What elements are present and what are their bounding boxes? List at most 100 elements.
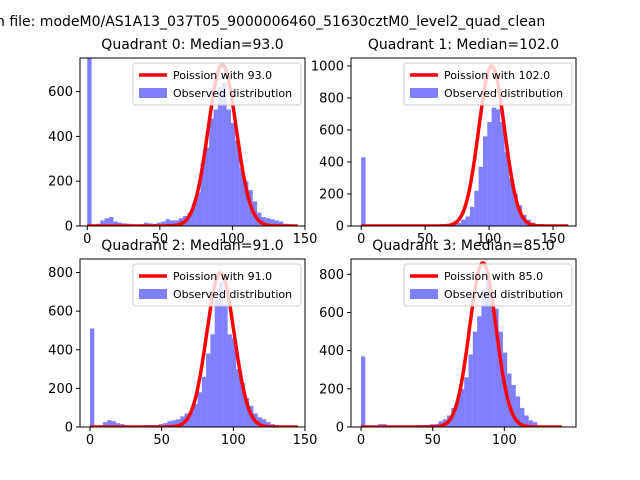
histogram-bar: [278, 221, 284, 226]
histogram-bar: [163, 423, 168, 427]
legend: Poission with 85.0 Observed distribution: [403, 263, 573, 307]
histogram-bar: [469, 206, 475, 226]
histogram-bar: [113, 221, 118, 226]
legend-label: Observed distribution: [444, 87, 563, 100]
histogram-bar: [456, 222, 462, 226]
x-tick-label: 0: [86, 433, 94, 448]
legend-label: Observed distribution: [444, 288, 563, 301]
x-tick-label: 100: [221, 433, 246, 448]
x-tick-label: 50: [424, 433, 441, 448]
y-tick-label: 600: [319, 124, 344, 139]
histogram-bar: [490, 293, 495, 427]
histogram-bar: [528, 420, 534, 427]
y-tick-label: 400: [48, 130, 73, 145]
y-tick-label: 600: [319, 306, 344, 321]
histogram-bar: [474, 190, 479, 226]
panel-quadrant-0: Quadrant 0: Median=93.0 0 50 100 150 0 200 400 6…: [48, 37, 317, 247]
x-tick-label: 150: [293, 433, 318, 448]
histogram-bar: [174, 220, 179, 226]
histogram-bar: [227, 334, 232, 427]
histogram-bar: [196, 192, 201, 226]
legend-box: [132, 263, 302, 307]
histogram-bar: [266, 422, 271, 427]
histogram-bar: [210, 334, 215, 427]
y-tick-label: 400: [319, 156, 344, 171]
x-tick-label: 100: [492, 433, 517, 448]
legend: Poission with 93.0 Observed distribution: [132, 62, 302, 106]
histogram-bar: [459, 388, 465, 427]
x-tick-label: 150: [293, 232, 318, 247]
panel-quadrant-2: Quadrant 2: Median=91.0 0 50 100 150 0 200 400 6…: [48, 238, 317, 448]
y-tick-label: 0: [65, 220, 73, 235]
histogram-bar: [235, 140, 240, 226]
histogram-bar: [464, 377, 469, 427]
histogram-bar: [500, 122, 505, 226]
y-tick-label: 800: [48, 266, 73, 281]
legend-label: Poission with 93.0: [173, 69, 272, 82]
x-tick-label: 0: [357, 232, 365, 247]
histogram-bar: [455, 400, 460, 427]
histogram-bar: [197, 392, 202, 427]
legend-label: Poission with 85.0: [444, 270, 543, 283]
x-tick-label: 150: [541, 232, 566, 247]
histogram-bar: [261, 217, 266, 226]
histogram-bar: [438, 421, 443, 427]
histogram-bar: [222, 82, 227, 226]
histogram-bar: [515, 396, 521, 427]
poisson-curve: [360, 64, 570, 226]
y-tick-label: 0: [336, 220, 344, 235]
histogram-bar: [265, 218, 271, 226]
histogram-bar: [206, 353, 211, 427]
y-tick-label: 200: [48, 175, 73, 190]
histogram-bar: [217, 87, 223, 226]
axes-frame: [79, 258, 306, 428]
histogram-bar: [240, 382, 245, 427]
histogram-bar: [102, 422, 108, 427]
histogram-bar: [236, 369, 241, 427]
histogram-bar: [511, 385, 516, 427]
panel-title: Quadrant 0: Median=93.0: [101, 37, 283, 53]
histogram-bar: [115, 423, 121, 427]
histogram-bar: [495, 109, 501, 226]
poisson-curve: [86, 62, 299, 226]
legend-bar-swatch: [139, 88, 167, 98]
histogram-bar: [270, 219, 275, 226]
y-tick-label: 600: [48, 85, 73, 100]
histogram-bar: [524, 415, 529, 427]
x-tick-label: 100: [220, 232, 245, 247]
legend-box: [132, 62, 302, 106]
histogram-bar: [477, 316, 482, 427]
legend-bar-swatch: [410, 88, 438, 98]
histogram-bar: [161, 221, 166, 226]
histogram-bar: [461, 219, 466, 226]
y-tick-label: 200: [319, 382, 344, 397]
histogram-bar: [109, 217, 114, 226]
panel-title: Quadrant 2: Median=91.0: [101, 238, 283, 254]
histogram-bar: [239, 167, 245, 226]
x-tick-label: 50: [153, 433, 170, 448]
histogram-bar: [165, 219, 170, 226]
histogram-bar: [219, 282, 224, 427]
poisson-curve: [88, 270, 299, 427]
histogram-bar: [472, 331, 478, 427]
panel-quadrant-3: Quadrant 3: Median=85.0 0 50 100 0 200 400 600 8…: [319, 238, 577, 448]
histogram-bar: [478, 166, 483, 226]
histogram-bar: [513, 194, 518, 226]
histogram-bar: [465, 216, 470, 226]
histogram-bar: [482, 136, 488, 226]
histogram-bar: [230, 122, 236, 226]
axes-frame: [79, 57, 306, 227]
panel-title: Quadrant 3: Median=85.0: [372, 238, 554, 254]
histogram-bar: [223, 303, 228, 427]
legend: Poission with 102.0 Observed distribution: [403, 62, 573, 106]
histogram-bar: [170, 220, 175, 226]
y-tick-label: 400: [319, 344, 344, 359]
legend-label: Observed distribution: [173, 288, 292, 301]
histogram-bar: [481, 289, 486, 427]
histogram-bar: [213, 109, 218, 226]
panel-title: Quadrant 1: Median=102.0: [368, 37, 559, 53]
histogram-bar: [214, 299, 220, 427]
y-tick-label: 1000: [311, 60, 344, 75]
histogram-bar: [361, 356, 366, 427]
